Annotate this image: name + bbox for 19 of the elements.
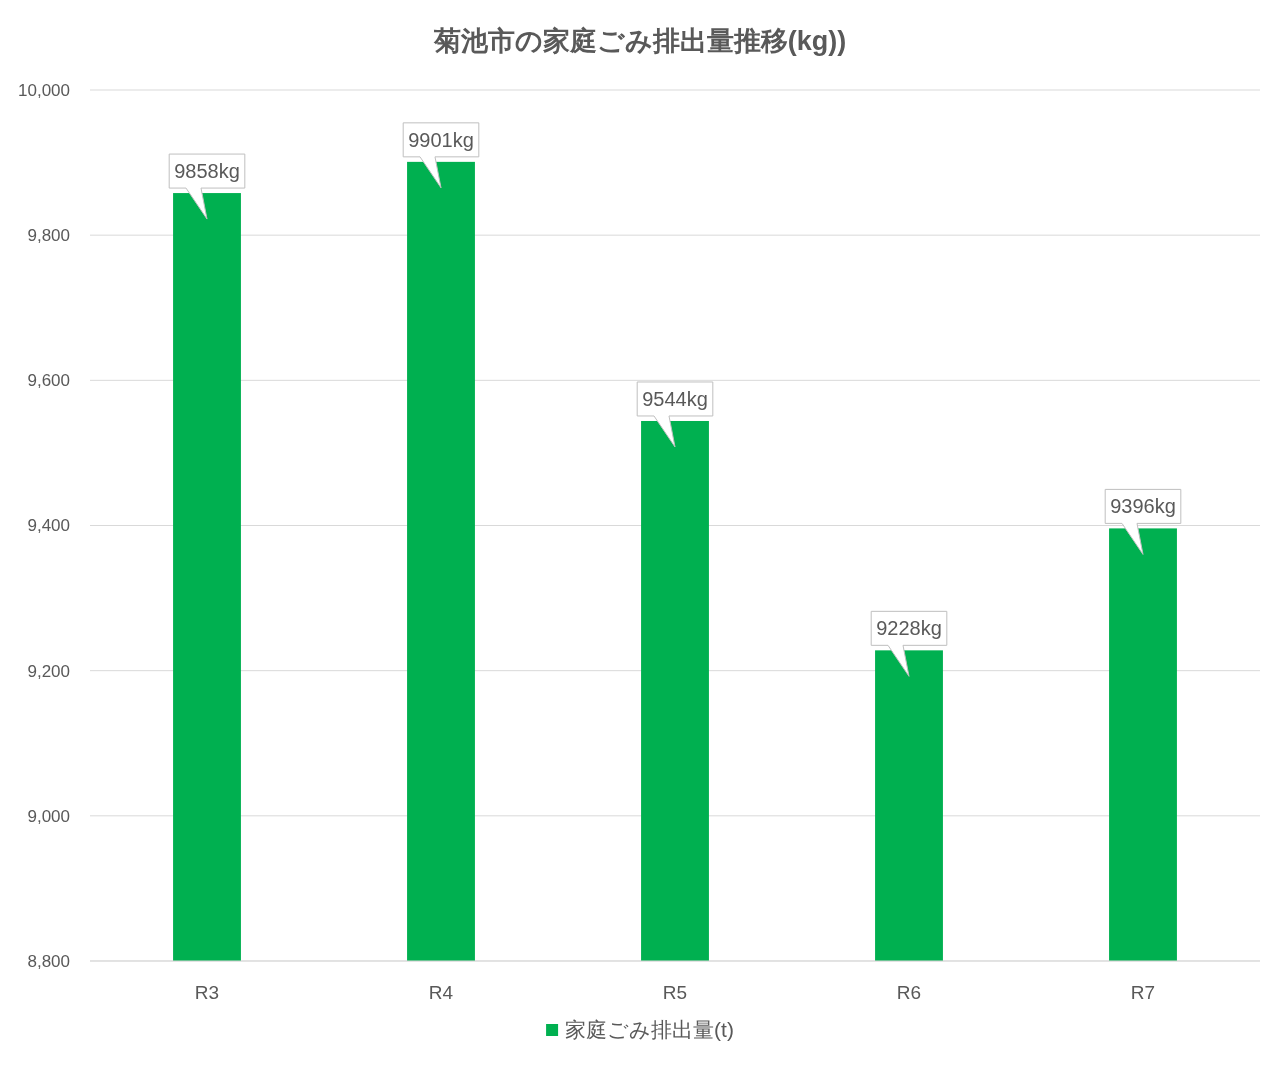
y-tick-label: 9,000 [27,806,70,826]
data-label: 9396kg [1110,495,1176,518]
y-tick-label: 9,200 [27,661,70,681]
x-tick-label: R5 [662,982,688,1003]
legend-label: 家庭ごみ排出量(t) [565,1018,734,1041]
chart-title: 菊池市の家庭ごみ排出量推移(kg)) [432,26,847,56]
y-tick-label: 8,800 [27,951,70,971]
data-label: 9228kg [876,617,942,640]
y-tick-label: 9,800 [27,226,70,246]
y-tick-label: 9,600 [27,371,70,391]
x-tick-label: R7 [1130,982,1156,1003]
x-tick-label: R4 [428,982,454,1003]
data-label: 9544kg [642,387,708,410]
data-label: 9858kg [174,160,240,183]
y-tick-label: 9,400 [27,516,70,536]
x-tick-label: R3 [194,982,220,1003]
y-tick-label: 10,000 [18,80,70,100]
x-tick-label: R6 [896,982,922,1003]
data-label: 9901kg [408,128,474,151]
